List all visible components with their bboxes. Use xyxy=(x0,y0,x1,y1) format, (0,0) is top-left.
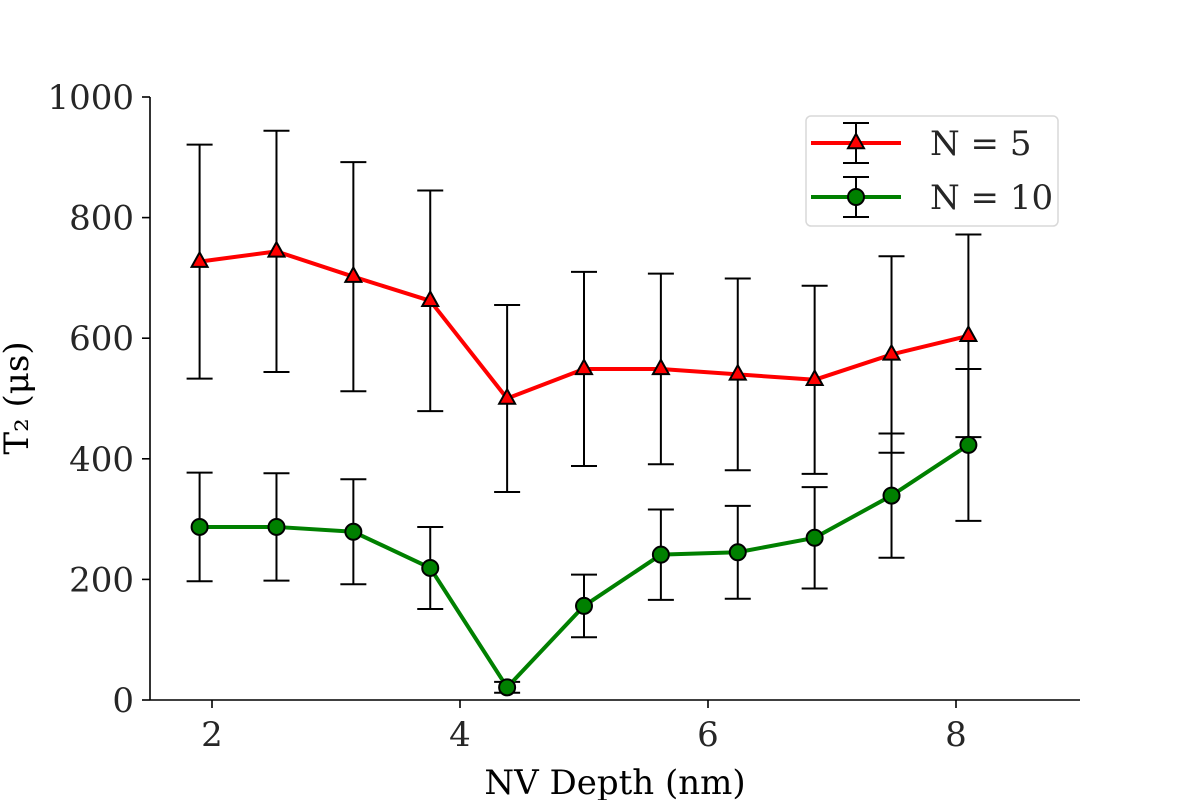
series-2-point xyxy=(421,558,440,577)
legend-series-1-marker xyxy=(846,131,866,150)
x-tick-label: 4 xyxy=(449,715,471,755)
y-tick-label: 800 xyxy=(69,199,134,239)
legend: N = 5 N = 10 xyxy=(805,115,1059,227)
series-2-point xyxy=(882,486,901,505)
series-2-point xyxy=(805,528,824,547)
series-2-point xyxy=(498,678,517,697)
legend-series-2: N = 10 xyxy=(811,176,1053,218)
legend-series-1: N = 5 xyxy=(811,122,1032,164)
legend-series-2-label: N = 10 xyxy=(930,178,1053,218)
series-1-point xyxy=(728,363,748,381)
series-1-point xyxy=(651,357,671,376)
series-1-point xyxy=(881,343,902,361)
series-2-point xyxy=(651,545,670,564)
series-2-point xyxy=(575,596,593,615)
series-1-point xyxy=(497,387,517,405)
series-2-line xyxy=(199,443,970,690)
series-1-point xyxy=(420,289,440,308)
legend-series-1-label: N = 5 xyxy=(930,124,1032,164)
series-1-point xyxy=(189,250,210,268)
series-2-point xyxy=(267,517,286,536)
series-markers xyxy=(189,240,979,697)
series-2-point xyxy=(728,543,747,562)
series-1-point xyxy=(266,240,287,258)
series-2-point xyxy=(190,517,209,536)
legend-series-2-marker xyxy=(847,188,865,206)
axes: 2 4 6 8 0 200 400 600 800 1000 xyxy=(47,78,1080,755)
series-1-point xyxy=(958,324,979,342)
axis-labels: NV Depth (nm) T₂ (μs) xyxy=(0,341,746,800)
y-tick-label: 600 xyxy=(69,319,134,359)
series-1-point xyxy=(574,357,594,376)
x-axis-label: NV Depth (nm) xyxy=(484,763,745,800)
x-tick-label: 6 xyxy=(697,715,719,755)
series-2-point xyxy=(344,522,363,541)
series-1-point xyxy=(343,265,364,283)
series-1-point xyxy=(804,368,825,387)
y-tick-label: 200 xyxy=(69,560,134,600)
x-tick-label: 8 xyxy=(945,715,967,755)
x-tick-label: 2 xyxy=(201,715,223,755)
y-tick-label: 1000 xyxy=(47,78,134,118)
series-2-point xyxy=(959,435,978,454)
y-tick-label: 0 xyxy=(112,681,134,721)
y-tick-label: 400 xyxy=(69,440,134,480)
y-axis-label: T₂ (μs) xyxy=(0,341,37,454)
